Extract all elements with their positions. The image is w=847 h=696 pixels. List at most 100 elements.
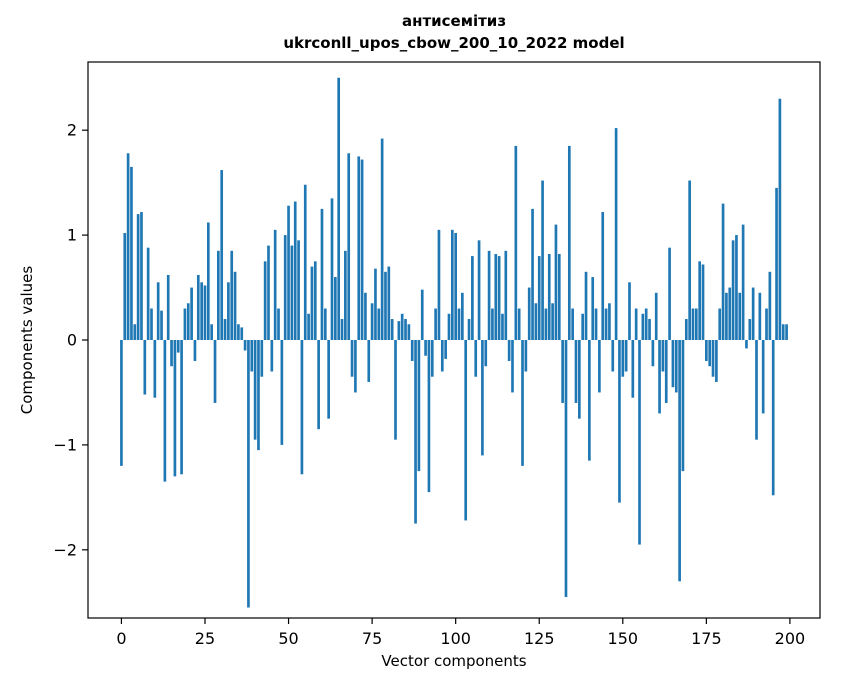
bar (507, 340, 511, 361)
bar (360, 159, 364, 340)
bar (384, 271, 387, 340)
bar (564, 340, 568, 598)
bar (521, 340, 524, 466)
bar (424, 340, 427, 356)
bar (210, 324, 213, 340)
bar (761, 340, 765, 414)
x-tick-label: 125 (524, 629, 555, 648)
bar (748, 319, 752, 340)
y-tick-label: −1 (53, 435, 77, 454)
x-tick-label: 25 (195, 629, 215, 648)
bar (725, 292, 728, 340)
bar (684, 319, 688, 340)
bar (644, 308, 648, 340)
x-tick-label: 75 (362, 629, 382, 648)
bar (674, 340, 678, 393)
bar (527, 287, 531, 340)
bar (313, 261, 317, 340)
bar (150, 308, 153, 340)
bar (267, 245, 270, 340)
bar (454, 233, 457, 340)
bar (227, 282, 230, 340)
bar (571, 308, 574, 340)
bar (688, 180, 691, 340)
bar (183, 308, 187, 340)
bar (126, 153, 130, 340)
bar (257, 340, 260, 451)
bar (738, 292, 742, 340)
bar (380, 138, 384, 340)
bar (514, 145, 518, 340)
bar (638, 340, 641, 545)
bar (387, 266, 391, 340)
bar (718, 308, 722, 340)
bar (357, 156, 361, 340)
bar (678, 340, 681, 582)
bar (130, 166, 133, 340)
bar (584, 271, 588, 340)
bar (614, 128, 618, 340)
bar (120, 340, 123, 466)
bar (170, 340, 173, 367)
bar (624, 340, 628, 372)
bar (785, 324, 788, 340)
bar (377, 308, 381, 340)
bar (755, 340, 758, 440)
bar (213, 340, 217, 403)
bar (735, 235, 738, 340)
bar (123, 233, 127, 340)
bar (701, 264, 705, 340)
bar (554, 224, 558, 340)
bar (668, 247, 671, 340)
bar (537, 256, 541, 340)
bar (461, 292, 464, 340)
bar (731, 240, 735, 340)
bar (237, 324, 240, 340)
bar (661, 340, 665, 372)
bar (260, 340, 264, 377)
bar (671, 340, 675, 388)
bar (524, 340, 528, 372)
bar (250, 340, 254, 372)
bar (273, 229, 277, 340)
bar (494, 253, 498, 340)
bar (287, 205, 290, 340)
bar (407, 324, 411, 340)
bar (444, 340, 447, 359)
chart-subtitle: ukrconll_upos_cbow_200_10_2022 model (283, 34, 625, 52)
bar (146, 247, 150, 340)
bar (173, 340, 177, 477)
bar (447, 313, 451, 340)
bar (611, 340, 615, 372)
bar (457, 308, 461, 340)
bar (337, 77, 341, 341)
bar (487, 250, 491, 340)
bar (551, 303, 554, 340)
bar (404, 319, 407, 340)
bar (300, 340, 304, 475)
bar (694, 308, 698, 340)
bar (303, 184, 307, 340)
bar (434, 308, 437, 340)
bar (253, 340, 257, 440)
bar (347, 153, 351, 340)
bar (166, 274, 170, 340)
bar (354, 340, 357, 393)
bar (280, 340, 284, 445)
bar (340, 319, 344, 340)
bar (484, 340, 488, 367)
bar (440, 340, 444, 372)
bar (708, 340, 712, 367)
bar (741, 224, 745, 340)
bar (631, 340, 635, 398)
bar (397, 321, 401, 340)
bar (310, 266, 314, 340)
bar (598, 340, 601, 393)
bar (658, 340, 661, 414)
bar (206, 222, 210, 340)
bar (728, 287, 732, 340)
bar (541, 180, 544, 340)
bar (581, 313, 585, 340)
bar (588, 340, 591, 461)
